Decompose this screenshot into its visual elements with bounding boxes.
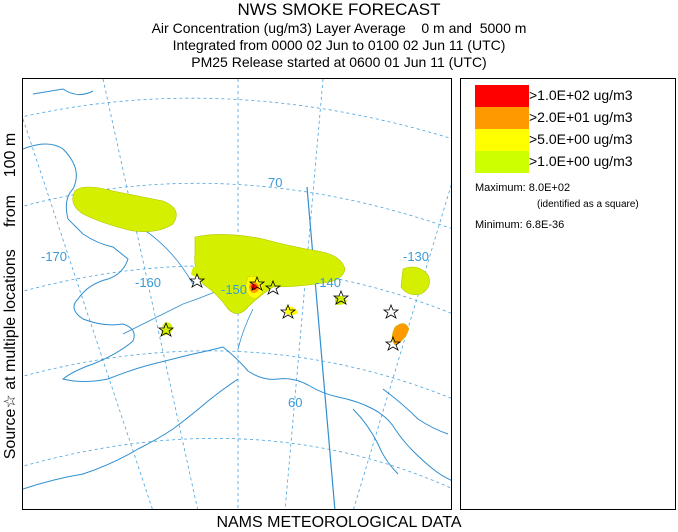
lon-label-160: -160 bbox=[135, 275, 161, 290]
legend-max-note: (identified as a square) bbox=[537, 199, 639, 210]
smoke-plumes bbox=[72, 186, 430, 346]
legend-label: >5.0E+00 ug/m3 bbox=[529, 131, 633, 147]
lon-label-170: -170 bbox=[41, 249, 67, 264]
page-title: NWS SMOKE FORECAST bbox=[237, 0, 441, 19]
lat-label-60: 60 bbox=[288, 395, 302, 410]
legend-item: >1.0E+00 ug/m3 bbox=[475, 151, 675, 173]
alaska-map: -170 -160 -150 -140 -130 70 60 bbox=[23, 79, 451, 509]
lat-label-70: 70 bbox=[268, 175, 282, 190]
legend-item: >2.0E+01 ug/m3 bbox=[475, 107, 675, 129]
legend-minimum: Minimum: 6.8E-36 bbox=[475, 219, 565, 231]
legend-label: >1.0E+00 ug/m3 bbox=[529, 153, 633, 169]
legend-maximum: Maximum: 8.0E+02 bbox=[475, 182, 571, 194]
subtitle-integration: Integrated from 0000 02 Jun to 0100 02 J… bbox=[172, 37, 506, 53]
legend-label: >2.0E+01 ug/m3 bbox=[529, 109, 633, 125]
lon-label-130: -130 bbox=[403, 249, 429, 264]
legend-swatch-lime bbox=[475, 151, 529, 173]
border-line bbox=[306, 186, 336, 509]
legend-item: >5.0E+00 ug/m3 bbox=[475, 129, 675, 151]
lon-label-140: -140 bbox=[315, 275, 341, 290]
legend-panel: >1.0E+02 ug/m3 >2.0E+01 ug/m3 >5.0E+00 u… bbox=[460, 78, 676, 510]
data-source-label: NAMS METEOROLOGICAL DATA bbox=[216, 514, 462, 531]
lon-label-150: -150 bbox=[221, 282, 247, 297]
graticule bbox=[23, 79, 451, 509]
legend-item: >1.0E+02 ug/m3 bbox=[475, 85, 675, 107]
subtitle-release: PM25 Release started at 0600 01 Jun 11 (… bbox=[191, 54, 487, 70]
legend-swatch-yellow bbox=[475, 129, 529, 151]
legend-swatch-orange bbox=[475, 107, 529, 129]
subtitle-concentration: Air Concentration (ug/m3) Layer Average … bbox=[151, 20, 527, 36]
source-markers bbox=[157, 272, 402, 351]
legend-label: >1.0E+02 ug/m3 bbox=[529, 87, 633, 103]
map-panel[interactable]: -170 -160 -150 -140 -130 70 60 bbox=[22, 78, 452, 510]
coastline bbox=[23, 88, 451, 490]
source-side-label: Source☆ at multiple locations from 100 m bbox=[2, 132, 19, 460]
legend-swatch-red bbox=[475, 85, 529, 107]
